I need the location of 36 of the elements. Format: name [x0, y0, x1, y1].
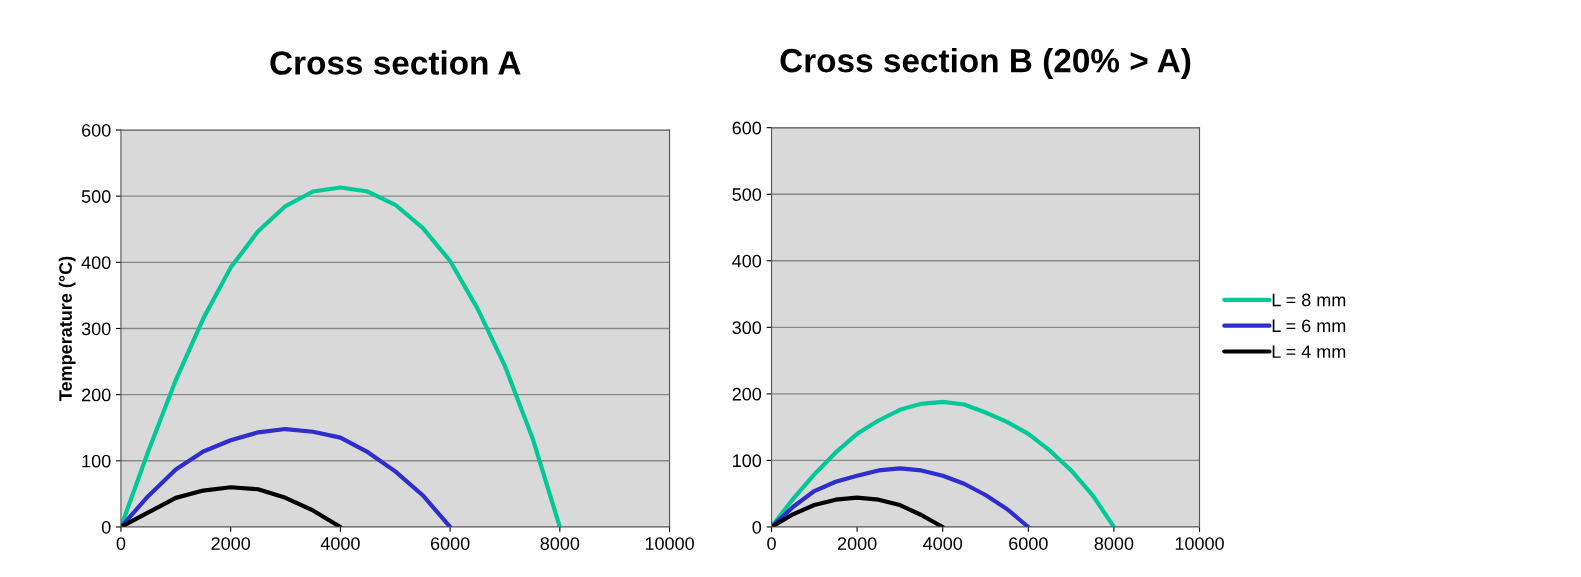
x-tick-label: 10000 — [1175, 537, 1224, 550]
y-tick-label: 100 — [733, 454, 762, 468]
x-tick-label: 0 — [116, 537, 126, 550]
y-tick-label: 400 — [732, 254, 762, 268]
chart-title: Cross section A — [270, 50, 521, 75]
x-tick-label: 10000 — [645, 537, 694, 550]
x-tick-label: 8000 — [540, 537, 580, 550]
chart-title: Cross section B (20% > A) — [780, 47, 1191, 80]
line-series — [120, 185, 562, 527]
line-series — [771, 466, 1031, 527]
y-tick-label: 500 — [81, 190, 111, 203]
y-tick-label: 400 — [81, 256, 111, 270]
x-tick-label: 2000 — [211, 537, 251, 550]
x-tick-label: 6000 — [1009, 537, 1048, 550]
legend-label: L = 4 mm — [1272, 345, 1346, 358]
y-axis-title: Temperature (°C) — [58, 256, 76, 401]
x-tick-label: 4000 — [320, 537, 360, 550]
y-tick-label: 300 — [81, 322, 111, 336]
y-tick-label: 100 — [82, 454, 111, 468]
x-tick-label: 6000 — [430, 537, 470, 550]
legend-label: L = 6 mm — [1272, 319, 1346, 333]
line-series — [771, 399, 1116, 527]
y-tick-label: 200 — [732, 387, 762, 401]
x-tick-label: 4000 — [923, 537, 963, 550]
y-tick-label: 300 — [732, 321, 762, 335]
x-tick-label: 0 — [767, 537, 776, 550]
y-tick-label: 0 — [101, 520, 111, 534]
x-tick-label: 8000 — [1094, 537, 1134, 550]
y-tick-label: 500 — [732, 188, 762, 201]
y-tick-label: 200 — [82, 388, 111, 402]
x-tick-label: 2000 — [837, 537, 877, 550]
y-tick-label: 600 — [82, 123, 111, 137]
y-tick-label: 600 — [732, 121, 762, 135]
legend-label: L = 8 mm — [1272, 293, 1346, 307]
line-series — [120, 426, 453, 527]
y-tick-label: 0 — [752, 520, 762, 534]
